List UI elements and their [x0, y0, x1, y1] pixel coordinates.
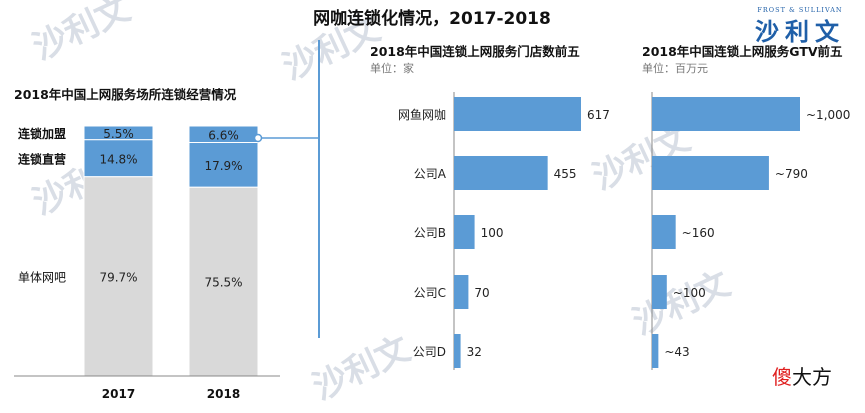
corner-brand-rest: 大方 [792, 365, 832, 389]
right-chart-title: 2018年中国连锁上网服务GTV前五 [642, 44, 843, 59]
stack-segment [83, 139, 154, 178]
bar [652, 275, 667, 309]
segment-label: 6.6% [208, 128, 239, 142]
bar [454, 275, 469, 309]
bar [454, 215, 475, 249]
corner-brand-first: 傻 [772, 365, 792, 389]
main-title: 网咖连锁化情况，2017-2018 [313, 8, 551, 29]
panel-divider [253, 40, 320, 338]
watermark-text: 沙利文 [307, 329, 416, 408]
watermark-text: 沙利文 [27, 0, 136, 68]
connector-dot [253, 133, 263, 143]
stacked-bar-chart: 5.5% 14.8% 79.7% 2017 6.6% 17.9% 75.5% 2018 连锁加盟… [14, 125, 280, 401]
mid-chart-unit: 单位：家 [370, 61, 414, 75]
segment-label: 17.9% [204, 159, 242, 173]
segment-label: 14.8% [99, 152, 137, 166]
right-chart-unit: 单位：百万元 [642, 61, 708, 75]
bar-value-label: ~1,000 [806, 108, 850, 122]
category-label: 公司C [414, 286, 446, 300]
segment-label: 75.5% [204, 276, 242, 290]
category-label: 公司B [414, 226, 446, 240]
category-label: 公司D [413, 345, 446, 359]
gtv-bar-chart: ~1,000 ~790 ~160 ~100 ~43 [651, 92, 850, 370]
bar-value-label: 70 [474, 286, 489, 300]
logo-text: 沙利文 [755, 18, 845, 46]
series-label: 连锁直营 [18, 151, 66, 166]
bar-value-label: 100 [481, 226, 504, 240]
frost-sullivan-logo: FROST & SULLIVAN 沙利文 [755, 6, 845, 46]
stack-segment [188, 142, 259, 188]
corner-brand: 傻大方 [768, 360, 863, 396]
watermark-text: 沙利文 [627, 264, 736, 343]
category-label: 公司A [414, 167, 447, 181]
bar-value-label: ~790 [775, 167, 808, 181]
bar [454, 156, 548, 190]
series-label: 连锁加盟 [18, 126, 66, 141]
bar [652, 334, 659, 368]
bar-value-label: ~43 [664, 345, 689, 359]
bar-value-label: 455 [554, 167, 577, 181]
stack-segment [188, 186, 259, 377]
category-label: 网鱼网咖 [398, 107, 446, 122]
corner-brand-bg [768, 360, 863, 396]
bar-value-label: ~100 [673, 286, 706, 300]
series-label: 单体网吧 [18, 270, 66, 284]
bar-value-label: ~160 [682, 226, 715, 240]
corner-brand-text: 傻大方 [772, 365, 832, 389]
logo-top-text: FROST & SULLIVAN [757, 6, 842, 14]
x-tick-label: 2017 [102, 387, 135, 401]
bar [652, 156, 769, 190]
stores-bar-chart: 617 网鱼网咖 455 公司A 100 公司B 70 公司C 32 公司D [398, 92, 610, 370]
x-tick-label: 2018 [207, 387, 240, 401]
mid-chart-title: 2018年中国连锁上网服务门店数前五 [370, 44, 580, 59]
bar [652, 97, 800, 131]
stack-segment [83, 176, 154, 377]
left-chart-title: 2018年中国上网服务场所连锁经营情况 [14, 87, 237, 102]
bar [652, 215, 676, 249]
segment-label: 79.7% [99, 270, 137, 284]
bar-value-label: 617 [587, 108, 610, 122]
bar [454, 334, 461, 368]
bar-value-label: 32 [467, 345, 482, 359]
segment-label: 5.5% [103, 127, 134, 141]
bar [454, 97, 581, 131]
